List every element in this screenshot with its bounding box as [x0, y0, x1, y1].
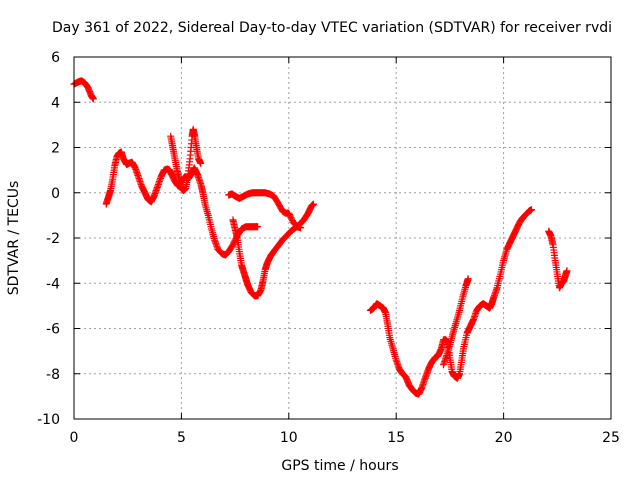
y-tick-label: -6: [46, 322, 60, 338]
data-point: [286, 212, 294, 220]
data-point: [297, 224, 305, 232]
grid: [74, 57, 611, 419]
data-point: [285, 209, 293, 217]
x-tick-label: 20: [495, 430, 513, 446]
data-point: [310, 200, 318, 208]
y-tick-label: -4: [46, 276, 60, 292]
data-point: [197, 159, 205, 167]
y-tick-label: 6: [51, 50, 60, 66]
y-tick-label: -2: [46, 231, 60, 247]
y-tick-label: 2: [51, 141, 60, 157]
data-point: [89, 95, 97, 103]
x-tick-label: 25: [602, 430, 620, 446]
y-axis-label: SDTVAR / TECUs: [6, 181, 22, 296]
x-tick-label: 15: [387, 430, 405, 446]
y-tick-label: -10: [37, 412, 60, 428]
x-axis-label: GPS time / hours: [281, 458, 398, 474]
data-point: [230, 239, 238, 247]
data-point: [464, 275, 472, 283]
data-point: [286, 211, 294, 219]
axis-ticks: 0 5 10 15 20 25 -10 -8 -6 -4 -2 0 2 4 6: [37, 50, 620, 446]
chart-title: Day 361 of 2022, Sidereal Day-to-day VTE…: [52, 20, 612, 36]
x-tick-label: 0: [70, 430, 79, 446]
y-tick-label: 4: [51, 95, 60, 111]
data-point: [230, 238, 238, 246]
data-point: [528, 206, 536, 214]
data-point: [254, 223, 262, 231]
data-point: [563, 267, 571, 275]
data-point: [287, 214, 295, 222]
y-tick-label: -8: [46, 367, 60, 383]
x-tick-label: 10: [280, 430, 298, 446]
y-tick-label: 0: [51, 186, 60, 202]
data-point: [288, 215, 296, 223]
plot-area: [70, 77, 571, 398]
x-tick-label: 5: [177, 430, 186, 446]
